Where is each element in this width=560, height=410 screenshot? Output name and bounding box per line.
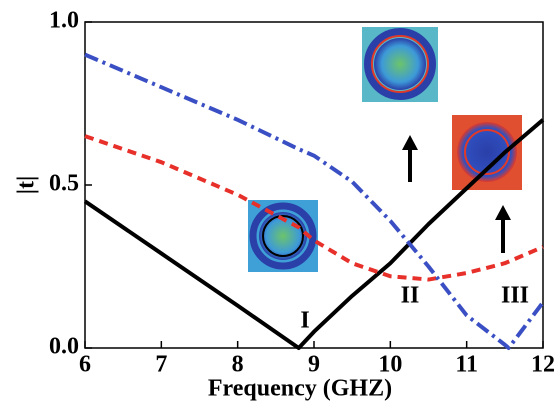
y-axis-title: |t| [14, 176, 40, 195]
annotation: I [300, 308, 309, 334]
y-tick-label: 0.5 [49, 171, 79, 197]
line-series [84, 52, 545, 350]
x-tick-label: 8 [232, 352, 244, 378]
x-tick-label: 7 [155, 352, 167, 378]
line-series [83, 118, 545, 350]
x-axis-title: Frequency (GHZ) [208, 376, 392, 402]
annotation: II [401, 283, 420, 309]
x-tick-label: 10 [378, 352, 402, 378]
inset-iii [452, 115, 522, 190]
x-tick-label: 9 [308, 352, 320, 378]
x-tick-label: 6 [79, 352, 91, 378]
line-series [84, 134, 544, 282]
x-tick-label: 12 [531, 352, 555, 378]
annotation: III [501, 283, 529, 309]
arrows [402, 135, 511, 253]
x-tick-label: 11 [455, 352, 478, 378]
y-tick-label: 1.0 [49, 8, 79, 34]
y-tick-label: 0.0 [49, 334, 79, 360]
inset-ii [362, 27, 438, 102]
